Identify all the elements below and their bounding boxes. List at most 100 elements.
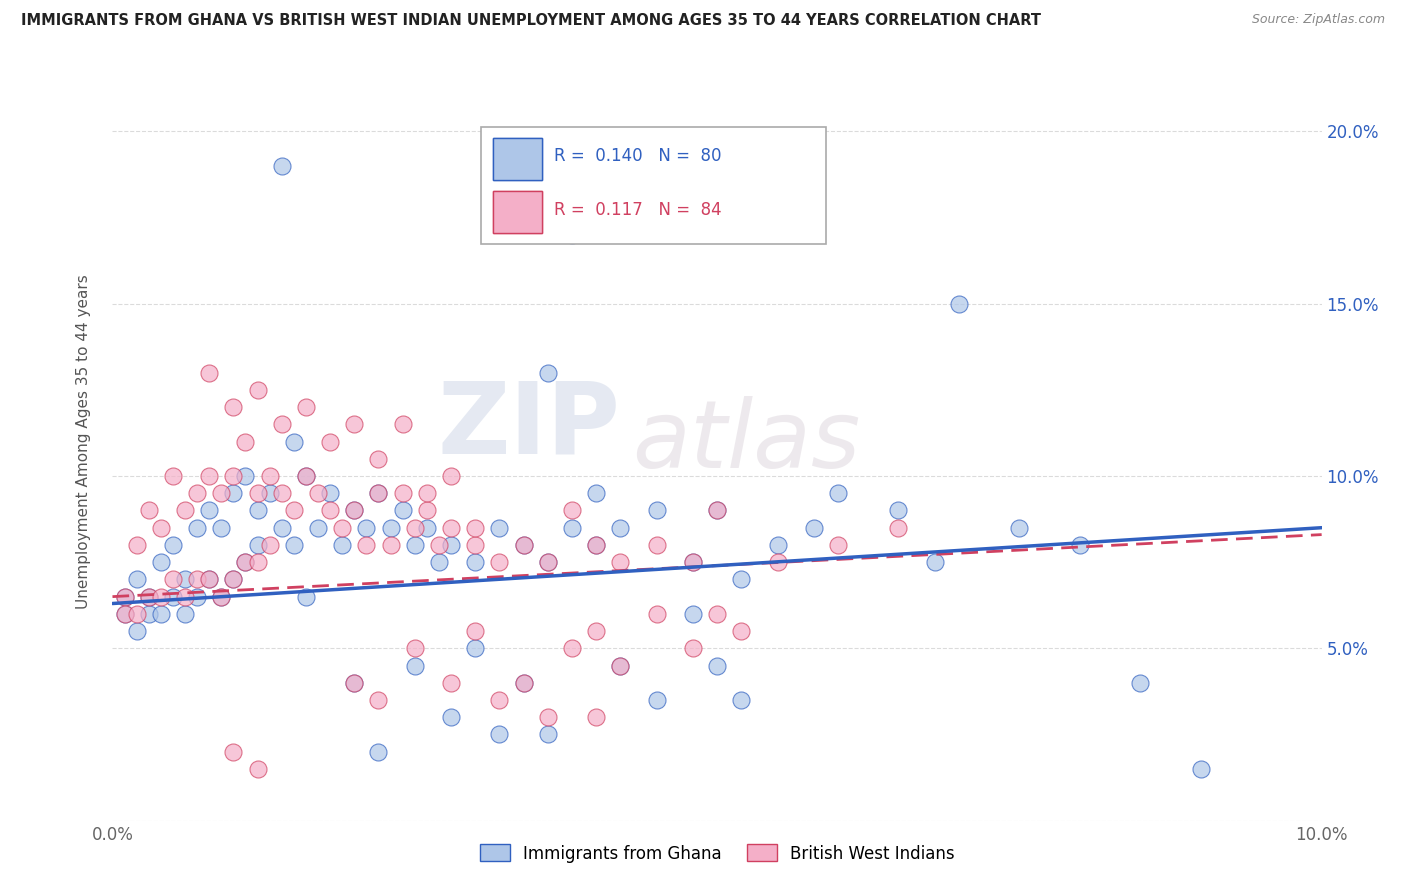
- Text: R =  0.117   N =  84: R = 0.117 N = 84: [554, 201, 721, 219]
- Point: [585, 486, 607, 500]
- Point: [222, 573, 245, 587]
- Bar: [494, 138, 541, 180]
- Bar: [494, 191, 541, 233]
- Point: [827, 486, 849, 500]
- Point: [537, 727, 560, 741]
- Point: [561, 227, 583, 242]
- Point: [209, 590, 232, 604]
- Point: [246, 383, 269, 397]
- Point: [222, 486, 245, 500]
- Point: [343, 503, 366, 517]
- Bar: [481, 127, 825, 244]
- Point: [138, 590, 160, 604]
- Point: [537, 710, 560, 724]
- Point: [645, 607, 668, 621]
- Point: [174, 573, 197, 587]
- Point: [706, 658, 728, 673]
- Point: [186, 590, 208, 604]
- Point: [682, 555, 704, 569]
- Point: [295, 469, 318, 483]
- Point: [283, 434, 305, 449]
- Point: [1189, 762, 1212, 776]
- Point: [138, 590, 160, 604]
- Point: [246, 503, 269, 517]
- Point: [609, 555, 631, 569]
- Point: [222, 745, 245, 759]
- Point: [440, 538, 463, 552]
- Point: [427, 538, 450, 552]
- Point: [645, 503, 668, 517]
- Point: [114, 607, 136, 621]
- Text: Source: ZipAtlas.com: Source: ZipAtlas.com: [1251, 13, 1385, 27]
- Point: [488, 693, 510, 707]
- Point: [512, 675, 534, 690]
- Point: [343, 417, 366, 432]
- Point: [307, 486, 329, 500]
- Point: [222, 400, 245, 414]
- Point: [235, 555, 257, 569]
- Point: [609, 521, 631, 535]
- Point: [609, 658, 631, 673]
- Point: [585, 710, 607, 724]
- Point: [198, 469, 221, 483]
- Point: [162, 538, 184, 552]
- Point: [283, 503, 305, 517]
- Point: [307, 521, 329, 535]
- Point: [512, 538, 534, 552]
- Point: [464, 555, 486, 569]
- Point: [682, 607, 704, 621]
- Point: [440, 675, 463, 690]
- Point: [440, 521, 463, 535]
- Point: [682, 641, 704, 656]
- Point: [259, 538, 281, 552]
- Point: [235, 555, 257, 569]
- Point: [404, 538, 426, 552]
- Point: [404, 641, 426, 656]
- Text: R =  0.140   N =  80: R = 0.140 N = 80: [554, 147, 721, 165]
- Point: [270, 486, 292, 500]
- Point: [803, 521, 825, 535]
- Point: [561, 641, 583, 656]
- Point: [561, 503, 583, 517]
- Legend: Immigrants from Ghana, British West Indians: Immigrants from Ghana, British West Indi…: [472, 838, 962, 869]
- Point: [114, 607, 136, 621]
- Point: [391, 486, 413, 500]
- Point: [464, 641, 486, 656]
- Point: [948, 296, 970, 310]
- Point: [416, 503, 439, 517]
- Point: [174, 590, 197, 604]
- Point: [440, 710, 463, 724]
- Point: [149, 521, 172, 535]
- Point: [367, 745, 389, 759]
- Point: [125, 624, 148, 639]
- Point: [404, 658, 426, 673]
- Point: [114, 590, 136, 604]
- Point: [319, 503, 342, 517]
- Point: [766, 538, 789, 552]
- Bar: [494, 191, 541, 233]
- Point: [209, 486, 232, 500]
- Point: [585, 538, 607, 552]
- Point: [235, 469, 257, 483]
- Point: [198, 366, 221, 380]
- Point: [330, 538, 353, 552]
- Point: [585, 624, 607, 639]
- Point: [367, 486, 389, 500]
- Point: [512, 538, 534, 552]
- Point: [404, 521, 426, 535]
- Point: [209, 590, 232, 604]
- Point: [356, 521, 378, 535]
- Point: [367, 451, 389, 466]
- Point: [585, 538, 607, 552]
- Point: [464, 624, 486, 639]
- Point: [427, 555, 450, 569]
- Point: [537, 555, 560, 569]
- Point: [391, 417, 413, 432]
- Point: [1069, 538, 1091, 552]
- Point: [283, 538, 305, 552]
- Bar: [494, 138, 541, 180]
- Point: [149, 555, 172, 569]
- Point: [222, 573, 245, 587]
- Y-axis label: Unemployment Among Ages 35 to 44 years: Unemployment Among Ages 35 to 44 years: [76, 274, 91, 609]
- Point: [235, 434, 257, 449]
